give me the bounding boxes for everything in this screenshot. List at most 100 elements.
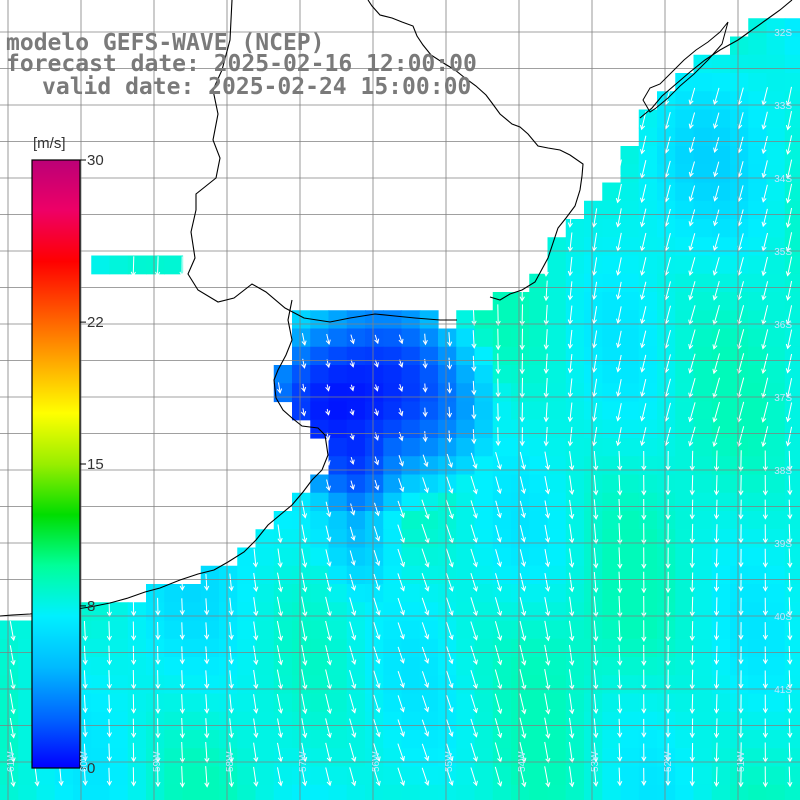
- wind-cell: [310, 602, 330, 622]
- wind-cell: [383, 474, 403, 494]
- wind-arrow: [785, 207, 793, 229]
- wind-arrow: [617, 718, 623, 738]
- wind-arrow: [422, 333, 428, 346]
- wind-cell: [492, 711, 512, 731]
- wind-cell: [529, 365, 549, 384]
- wind-cell: [419, 748, 439, 768]
- wind-cell: [511, 419, 530, 439]
- wind-arrow: [421, 767, 430, 786]
- wind-cell: [164, 730, 184, 749]
- wind-arrow: [713, 718, 720, 739]
- wind-arrow: [301, 333, 307, 346]
- wind-cell: [675, 675, 695, 695]
- wind-cell: [602, 784, 622, 800]
- wind-arrow: [544, 476, 551, 495]
- wind-cell: [547, 602, 567, 622]
- latitude-label: 33S: [774, 101, 792, 112]
- wind-cell: [748, 675, 768, 695]
- wind-cell: [328, 584, 348, 603]
- wind-cell: [547, 565, 567, 585]
- colorbar-tick-label: 8: [87, 598, 95, 615]
- wind-cell: [383, 620, 403, 640]
- wind-arrow: [325, 384, 331, 392]
- wind-cell: [766, 109, 786, 129]
- wind-cell: [383, 438, 403, 457]
- wind-cell: [346, 474, 366, 494]
- wind-cell: [675, 346, 695, 366]
- wind-arrow: [253, 597, 259, 617]
- wind-cell: [711, 164, 731, 184]
- wind-arrow: [494, 645, 503, 666]
- wind-cell: [638, 109, 658, 129]
- wind-cell: [255, 748, 275, 768]
- wind-cell: [547, 474, 567, 494]
- wind-cell: [346, 766, 366, 786]
- wind-arrow: [494, 718, 503, 739]
- wind-cell: [620, 602, 640, 622]
- wind-arrow: [398, 478, 405, 493]
- wind-cell: [547, 748, 567, 768]
- wind-arrow: [544, 597, 551, 617]
- wind-arrow: [421, 548, 430, 568]
- wind-cell: [182, 584, 202, 603]
- wind-cell: [419, 693, 439, 713]
- wind-cell: [766, 292, 786, 311]
- wind-cell: [620, 346, 640, 366]
- wind-arrow: [349, 384, 355, 392]
- wind-cell: [146, 730, 165, 749]
- wind-cell: [620, 565, 640, 585]
- wind-arrow: [349, 480, 355, 490]
- wind-cell: [474, 346, 494, 366]
- wind-cell: [438, 547, 457, 567]
- wind-arrow: [689, 718, 695, 739]
- wind-cell: [383, 383, 403, 403]
- wind-cell: [127, 620, 147, 640]
- wind-arrow: [713, 548, 720, 568]
- wind-arrow: [446, 621, 454, 641]
- wind-cell: [328, 365, 348, 384]
- wind-cell: [638, 146, 658, 165]
- wind-arrow: [640, 378, 647, 398]
- wind-cell: [328, 401, 348, 421]
- wind-cell: [693, 73, 713, 92]
- wind-arrow: [276, 620, 283, 642]
- wind-arrow: [665, 644, 671, 666]
- wind-arrow: [712, 426, 720, 447]
- wind-cell: [748, 474, 768, 494]
- wind-cell: [328, 784, 348, 800]
- wind-arrow: [641, 498, 647, 521]
- wind-cell: [638, 766, 658, 786]
- wind-cell: [620, 219, 640, 238]
- wind-cell: [693, 511, 713, 530]
- wind-arrow: [253, 766, 259, 787]
- wind-arrow: [762, 450, 768, 472]
- wind-arrow: [374, 502, 380, 517]
- wind-cell: [584, 383, 603, 403]
- wind-cell: [438, 766, 457, 786]
- wind-cell: [346, 438, 366, 457]
- wind-arrow: [228, 597, 234, 616]
- wind-arrow: [641, 474, 647, 496]
- wind-arrow: [374, 334, 380, 345]
- wind-arrow: [615, 427, 622, 447]
- wind-arrow: [131, 621, 137, 641]
- wind-cell: [565, 219, 585, 238]
- wind-cell: [711, 310, 731, 330]
- wind-cell: [584, 657, 603, 676]
- wind-cell: [529, 657, 549, 676]
- wind-cell: [529, 474, 549, 494]
- wind-arrow: [785, 256, 793, 277]
- wind-cell: [164, 638, 184, 658]
- wind-arrow: [665, 499, 671, 520]
- wind-cell: [383, 638, 403, 658]
- wind-cell: [766, 474, 786, 494]
- wind-cell: [693, 748, 713, 768]
- wind-cell: [748, 602, 768, 622]
- wind-cell: [657, 419, 676, 439]
- wind-cell: [657, 456, 676, 476]
- wind-cell: [711, 638, 731, 658]
- wind-cell: [401, 310, 421, 330]
- wind-arrow: [738, 622, 744, 641]
- wind-arrow: [397, 524, 405, 544]
- wind-cell: [730, 109, 749, 129]
